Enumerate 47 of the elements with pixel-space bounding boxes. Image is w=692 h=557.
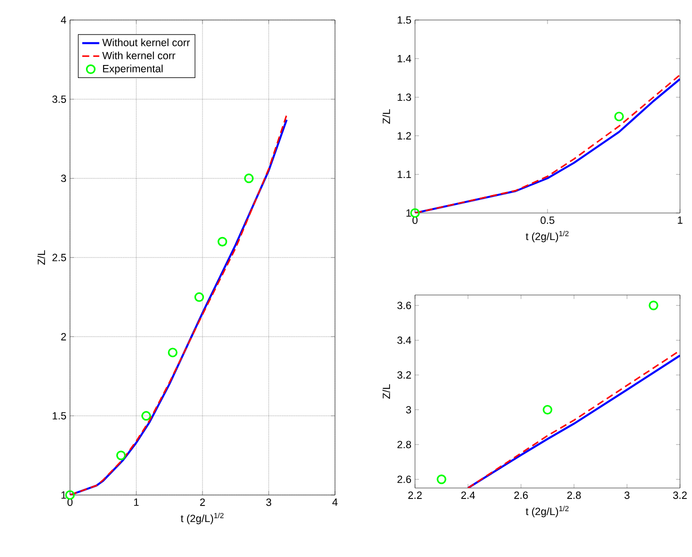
x-tick-label: 2.8 [567, 492, 581, 499]
legend-label: Experimental [103, 64, 163, 74]
y-tick-label: 3.5 [52, 95, 66, 103]
y-tick-label: 2.6 [397, 476, 412, 484]
point [168, 348, 178, 358]
y-tick-label: 2.5 [52, 254, 66, 262]
x-tick-label: 3 [624, 492, 630, 499]
y-tick-label: 1.5 [398, 16, 412, 24]
y-tick-label: 1.2 [398, 132, 411, 140]
point [218, 236, 228, 246]
x-tick-label: 2.2 [408, 492, 422, 499]
y-tick-label: 1.4 [398, 55, 412, 62]
x-axis-title: t (2g/L)$^{1/2}$ [526, 506, 569, 518]
legend-label: With kernel corr [102, 52, 176, 60]
x-axis-title: t (2g/L)$^{1/2}$ [526, 230, 569, 242]
point [244, 174, 254, 184]
legend-label: Without kernel corr [102, 38, 190, 46]
point [116, 450, 126, 460]
y-tick-label: 2 [61, 333, 66, 340]
point [648, 300, 658, 310]
x-axis-title: t (2g/L)$^{1/2}$ [180, 512, 224, 524]
x-tick-label: 0.5 [540, 216, 554, 224]
x-tick-label: 3 [266, 498, 272, 506]
x-tick-label: 1 [678, 216, 682, 224]
point [194, 292, 204, 302]
y-tick-label: 4 [60, 16, 66, 24]
point [436, 474, 446, 484]
x-tick-label: 2.6 [514, 492, 528, 499]
y-tick-label: 3 [61, 174, 66, 182]
point [141, 411, 151, 421]
y-tick-label: 3.6 [397, 302, 412, 310]
x-tick-label: 3.2 [673, 492, 687, 499]
y-tick-label: 3 [406, 406, 412, 414]
y-axis-title: Z/L [382, 109, 390, 124]
x-tick-label: 2.4 [461, 492, 475, 499]
y-tick-label: 3.2 [397, 371, 411, 379]
y-tick-label: 1.5 [52, 412, 66, 420]
x-tick-label: 4 [332, 498, 338, 506]
y-tick-label: 1.3 [398, 94, 412, 101]
x-tick-label: 2 [200, 498, 205, 506]
y-tick-label: 3.4 [397, 336, 412, 344]
y-tick-label: 1.1 [398, 170, 411, 178]
y-axis-title: Z/L [382, 384, 390, 399]
y-axis-title: Z/L [37, 250, 46, 265]
y-tick-label: 2.8 [397, 440, 412, 448]
x-tick-label: 1 [134, 498, 139, 506]
point [542, 404, 552, 415]
